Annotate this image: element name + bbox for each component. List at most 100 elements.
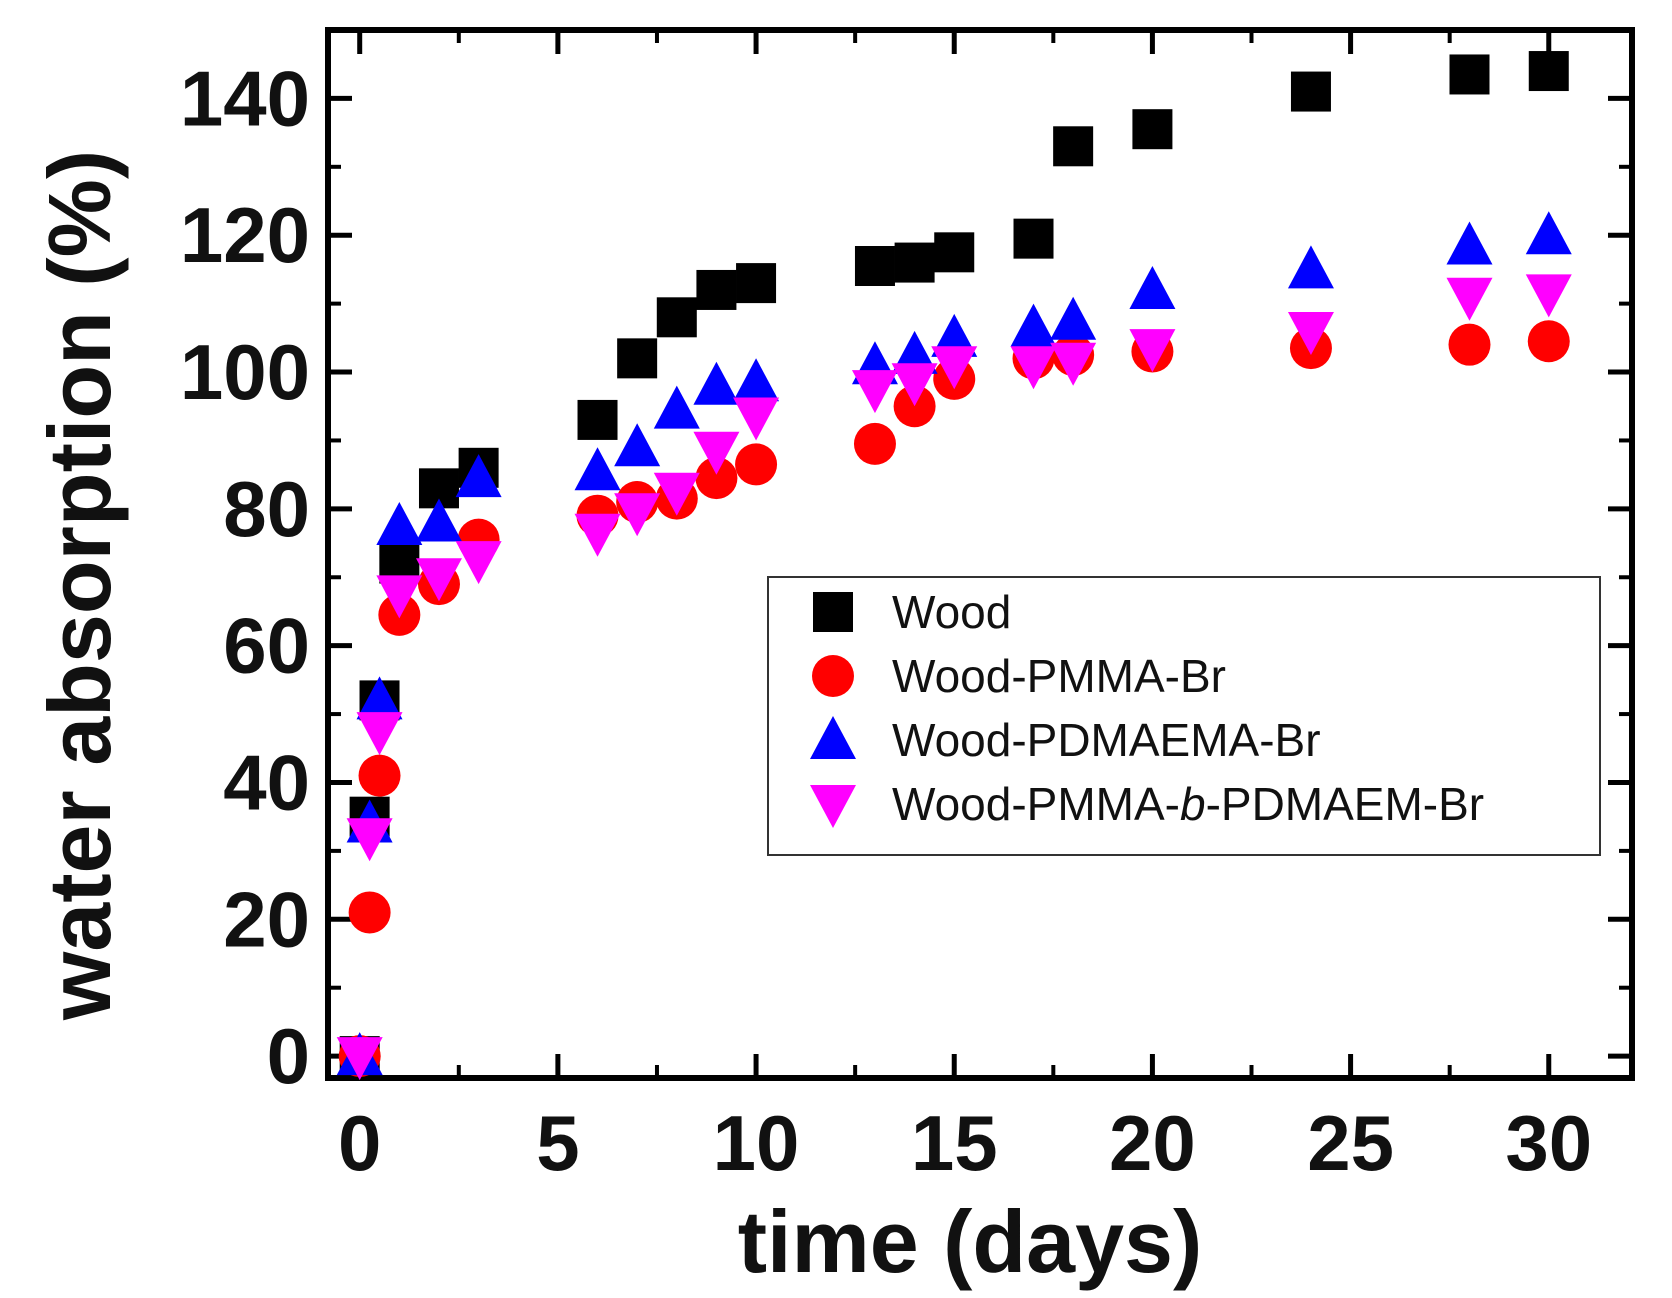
y-tick-label: 140 xyxy=(180,54,310,142)
series-layer xyxy=(336,51,1572,1081)
data-point xyxy=(1290,71,1331,112)
data-point xyxy=(1050,342,1097,386)
data-point xyxy=(455,454,502,498)
data-point xyxy=(1527,320,1570,363)
legend-box xyxy=(767,576,1601,856)
data-point xyxy=(894,242,935,283)
legend-label-part: Wood-PMMA-Br xyxy=(892,650,1226,702)
data-point xyxy=(1053,126,1094,167)
data-point xyxy=(1129,265,1176,309)
y-tick-label: 20 xyxy=(223,875,310,963)
data-point xyxy=(1287,311,1334,355)
data-point xyxy=(854,246,895,287)
data-point xyxy=(891,363,938,407)
series-triangle-up xyxy=(336,211,1572,1076)
data-point xyxy=(614,493,661,537)
data-point xyxy=(931,346,978,390)
data-point xyxy=(614,423,661,467)
data-point xyxy=(348,891,391,934)
data-point xyxy=(693,431,740,475)
y-tick-label: 40 xyxy=(223,738,310,826)
legend-label-part: Wood-PDMAEMA-Br xyxy=(892,714,1321,766)
data-point xyxy=(356,712,403,756)
x-tick-label: 5 xyxy=(536,1099,579,1187)
x-tick-label: 0 xyxy=(338,1099,381,1187)
data-point xyxy=(358,754,401,797)
y-tick-label: 0 xyxy=(267,1012,310,1100)
legend-label-part: Wood-PMMA- xyxy=(892,778,1180,830)
data-point xyxy=(653,385,700,429)
data-point xyxy=(415,498,462,542)
data-point xyxy=(735,443,778,486)
data-point xyxy=(733,358,780,402)
data-point xyxy=(1525,274,1572,318)
legend-label: Wood-PDMAEMA-Br xyxy=(892,714,1321,766)
data-point xyxy=(1050,296,1097,340)
data-point xyxy=(1448,323,1491,366)
legend-marker xyxy=(813,592,853,632)
data-point xyxy=(891,330,938,374)
y-tick-label: 60 xyxy=(223,602,310,690)
data-point xyxy=(455,541,502,585)
data-point xyxy=(934,232,975,273)
legend-label: Wood-PMMA-Br xyxy=(892,650,1226,702)
data-point xyxy=(336,1037,383,1081)
data-point xyxy=(1013,218,1054,259)
data-point xyxy=(1446,277,1493,321)
data-point xyxy=(693,361,740,405)
data-point xyxy=(656,297,697,338)
legend-label: Wood xyxy=(892,586,1011,638)
plot-area: 0 5 10 15 20 25 30 0 20 40 60 80 100 120 140 xyxy=(180,27,1635,1187)
legend-marker xyxy=(810,716,856,759)
x-tick-label: 10 xyxy=(713,1099,800,1187)
data-point xyxy=(356,676,403,720)
data-point xyxy=(1010,303,1057,347)
legend-label-part: -PDMAEM-Br xyxy=(1206,778,1485,830)
y-tick-label: 100 xyxy=(180,328,310,416)
data-point xyxy=(574,513,621,557)
data-point xyxy=(696,269,737,310)
series-triangle-down xyxy=(336,274,1572,1081)
data-point xyxy=(1528,51,1569,92)
data-point xyxy=(1132,109,1173,150)
data-point xyxy=(376,575,423,619)
x-tick-label: 15 xyxy=(911,1099,998,1187)
data-point xyxy=(574,447,621,491)
x-tick-label: 25 xyxy=(1307,1099,1394,1187)
y-tick-label: 80 xyxy=(223,465,310,553)
data-point xyxy=(1449,54,1490,95)
data-point xyxy=(736,263,777,304)
data-point xyxy=(931,313,978,357)
x-axis-title: time (days) xyxy=(738,1192,1203,1291)
data-point xyxy=(415,558,462,602)
data-point xyxy=(733,397,780,441)
y-ticks: 0 20 40 60 80 100 120 140 xyxy=(180,54,1632,1100)
data-point xyxy=(617,338,658,379)
legend-marker xyxy=(812,655,854,697)
data-point xyxy=(695,457,738,500)
y-tick-label: 120 xyxy=(180,191,310,279)
data-point xyxy=(1287,245,1334,289)
x-tick-label: 30 xyxy=(1505,1099,1592,1187)
legend-entries: Wood Wood-PMMA-Br Wood-PDMAEMA-Br Wood-PMMA… xyxy=(810,586,1484,830)
legend-label-italic: b xyxy=(1180,778,1206,830)
data-point xyxy=(653,472,700,516)
data-point xyxy=(1129,329,1176,373)
data-point xyxy=(1446,221,1493,265)
data-point xyxy=(851,370,898,414)
legend-label: Wood-PMMA-b-PDMAEM-Br xyxy=(892,778,1484,830)
legend-marker xyxy=(810,785,856,828)
x-ticks: 0 5 10 15 20 25 30 xyxy=(338,30,1592,1187)
y-axis-title: water absorption (%) xyxy=(30,150,129,1021)
data-point xyxy=(346,818,393,862)
legend: Wood Wood-PMMA-Br Wood-PDMAEMA-Br Wood-PMMA… xyxy=(767,576,1601,856)
data-point xyxy=(1525,211,1572,255)
data-point xyxy=(376,501,423,545)
data-point xyxy=(853,422,896,465)
data-point xyxy=(1010,346,1057,390)
data-point xyxy=(577,399,618,440)
plot-frame xyxy=(325,27,1635,1081)
x-tick-label: 20 xyxy=(1109,1099,1196,1187)
legend-label-part: Wood xyxy=(892,586,1011,638)
